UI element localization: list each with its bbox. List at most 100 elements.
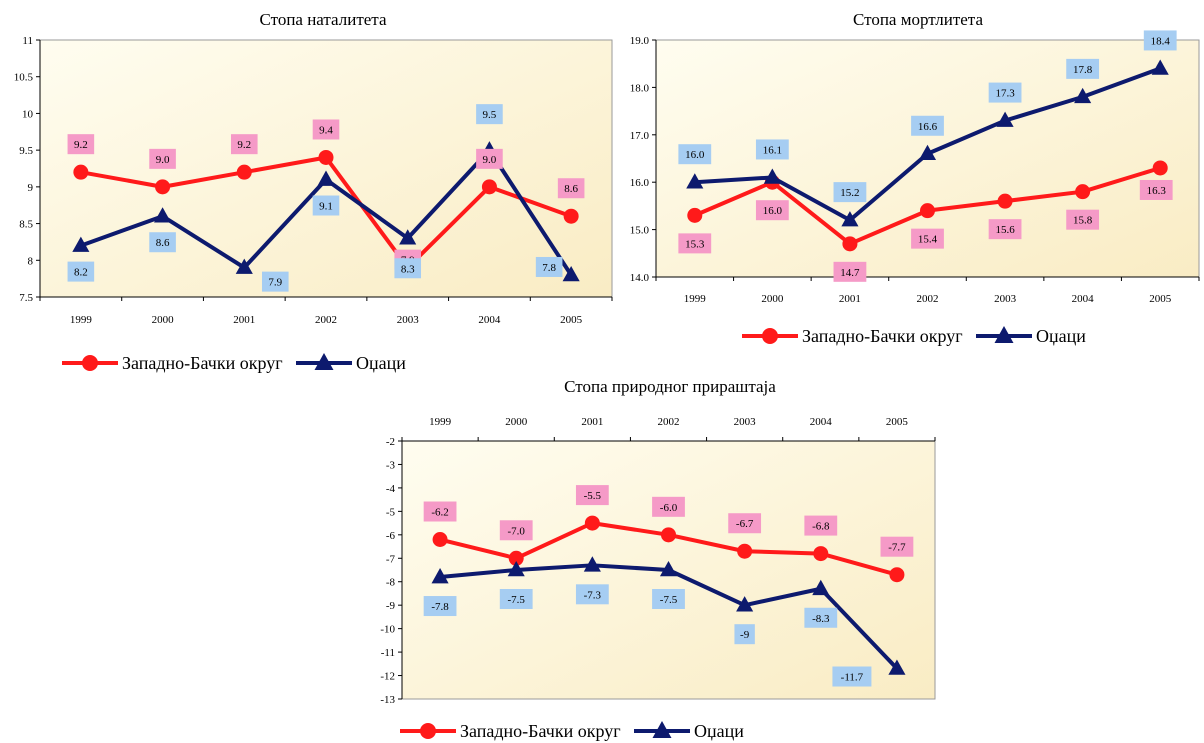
data-label: -8.3 <box>804 607 838 628</box>
data-point <box>235 258 253 274</box>
data-label: 16.1 <box>755 139 789 160</box>
data-point <box>1152 160 1168 176</box>
y-tick-label: -6 <box>386 530 396 542</box>
data-point <box>155 179 171 195</box>
x-tick-label: 2002 <box>315 314 337 326</box>
data-label-bg <box>833 182 867 203</box>
x-tick-label: 2000 <box>761 293 784 305</box>
data-point <box>481 179 497 195</box>
data-point <box>1151 59 1169 75</box>
data-label: -7.0 <box>499 520 533 541</box>
data-point <box>583 556 601 572</box>
x-tick-label: 2005 <box>886 416 909 428</box>
y-tick-label: 16.0 <box>630 177 650 189</box>
chart-1: Стопа наталитета 7.5 8 8.5 9 9.5 10 10.5 11 1999 2… <box>14 10 613 373</box>
data-label-text: 16.0 <box>763 205 783 217</box>
data-point <box>72 236 90 252</box>
data-label: 8.6 <box>149 232 176 253</box>
data-label-bg <box>652 496 685 517</box>
data-label: -7.8 <box>423 596 457 617</box>
data-point <box>888 659 906 675</box>
x-tick-label: 2000 <box>505 416 528 428</box>
y-tick-label: -8 <box>386 577 396 589</box>
legend-label: Западно-Бачки округ <box>802 326 963 346</box>
data-label-text: 9.0 <box>156 154 170 166</box>
data-label: -7.5 <box>652 589 685 609</box>
data-label: 17.8 <box>1066 58 1100 79</box>
y-tick-label: -10 <box>380 624 395 636</box>
x-tick-label: 2002 <box>658 416 680 428</box>
triangle-marker-icon <box>994 326 1014 343</box>
y-tick-label: 18.0 <box>630 82 650 94</box>
data-label-text: 16.6 <box>918 121 938 133</box>
data-label: -5.5 <box>575 485 609 506</box>
data-point <box>508 550 524 566</box>
x-tick-label: 2004 <box>1072 293 1095 305</box>
data-label-text: 16.0 <box>685 149 705 161</box>
data-point <box>736 596 754 612</box>
legend-item-odzaci: Оџаци <box>296 353 406 373</box>
x-tick-label: 1999 <box>684 293 707 305</box>
data-label: -6.8 <box>804 515 838 536</box>
triangle-marker-icon <box>652 721 672 738</box>
data-label-bg <box>499 589 533 609</box>
chart-title: Стопа наталитета <box>260 10 387 29</box>
data-label: -7.3 <box>575 584 609 605</box>
data-label-text: -9 <box>740 629 750 641</box>
data-label: 7.9 <box>261 271 289 292</box>
data-label: -6.7 <box>728 513 762 534</box>
data-point <box>562 265 580 282</box>
data-label: 9.0 <box>476 148 503 169</box>
data-label-bg <box>804 515 838 536</box>
data-label: 15.6 <box>988 219 1022 240</box>
data-point <box>563 208 579 224</box>
y-tick-label: 10 <box>22 108 34 120</box>
chart-3: Стопа природног прираштаја -13 -12 -11 -10 -9… <box>380 377 936 741</box>
x-tick-label: 2002 <box>917 293 939 305</box>
data-point <box>236 164 252 180</box>
legend-item-zapadno-backi: Западно-Бачки округ <box>400 721 621 741</box>
data-label: -6.2 <box>423 501 457 522</box>
data-label-bg <box>312 119 340 140</box>
circle-marker-icon <box>82 355 98 371</box>
data-point <box>659 561 678 577</box>
data-label: -9 <box>734 624 755 645</box>
legend-item-zapadno-backi: Западно-Бачки округ <box>742 326 963 346</box>
data-label-bg <box>988 219 1022 240</box>
y-tick-label: -13 <box>380 694 395 706</box>
data-point <box>918 144 937 161</box>
data-label: 9.4 <box>312 119 340 140</box>
data-label-bg <box>575 485 609 506</box>
y-tick-label: 8 <box>28 255 34 267</box>
data-label-bg <box>476 104 503 125</box>
data-point <box>432 532 448 548</box>
y-tick-label: -3 <box>386 459 396 471</box>
data-label-bg <box>988 82 1022 103</box>
x-tick-label: 2003 <box>994 293 1017 305</box>
data-point <box>318 149 334 165</box>
data-label: 16.6 <box>911 115 944 136</box>
legend-label: Западно-Бачки округ <box>460 721 621 741</box>
y-tick-label: -5 <box>386 506 396 518</box>
y-tick-label: 9.5 <box>19 145 33 157</box>
data-point <box>996 111 1014 127</box>
data-label: 16.0 <box>678 144 712 165</box>
y-tick-label: 17.0 <box>630 130 650 142</box>
y-tick-label: -9 <box>386 600 396 612</box>
data-label-text: 9.5 <box>483 109 497 121</box>
y-tick-label: -12 <box>380 671 395 683</box>
data-label-bg <box>149 232 176 253</box>
data-label-bg <box>652 589 685 609</box>
data-label-bg <box>312 195 340 216</box>
data-label-bg <box>423 596 457 617</box>
data-point <box>686 173 704 189</box>
data-label-text: 18.4 <box>1151 35 1171 47</box>
data-label-text: 9.2 <box>237 139 251 151</box>
legend-item-odzaci: Оџаци <box>634 721 744 741</box>
data-label-text: 15.3 <box>685 238 705 250</box>
data-label-text: 15.6 <box>995 224 1015 236</box>
data-point <box>431 568 449 584</box>
data-label-text: 9.1 <box>319 201 333 213</box>
data-label-text: 16.3 <box>1147 185 1167 197</box>
